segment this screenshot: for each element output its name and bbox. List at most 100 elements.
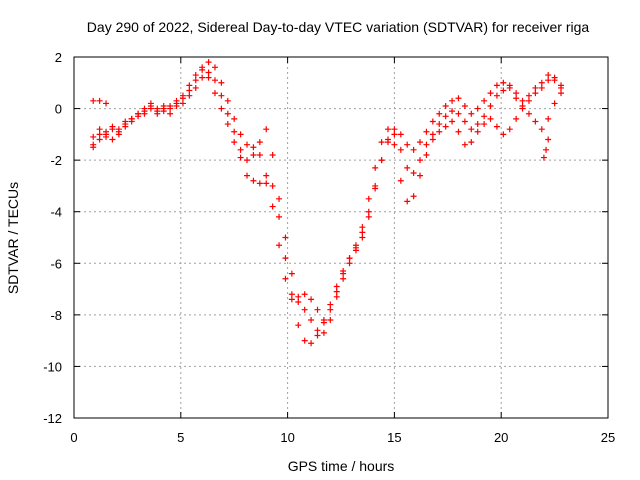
data-point [543, 146, 550, 153]
data-point [417, 172, 424, 179]
data-point [244, 157, 251, 164]
data-point [436, 110, 443, 117]
data-point [525, 97, 532, 104]
data-point [269, 203, 276, 210]
data-points [90, 59, 565, 347]
data-point [429, 131, 436, 138]
data-point [506, 126, 513, 133]
data-point [295, 298, 302, 305]
data-point [513, 115, 520, 122]
data-point [276, 242, 283, 249]
data-point [397, 177, 404, 184]
data-point [237, 154, 244, 161]
data-point [506, 84, 513, 91]
data-point [333, 283, 340, 290]
data-point [256, 139, 263, 146]
y-tick-label: -6 [50, 256, 62, 271]
data-point [410, 193, 417, 200]
data-point [231, 115, 238, 122]
data-point [269, 151, 276, 158]
data-point [340, 275, 347, 282]
data-point [545, 115, 552, 122]
data-point [288, 296, 295, 303]
data-point [96, 136, 103, 143]
data-point [538, 79, 545, 86]
data-point [218, 105, 225, 112]
data-point [288, 270, 295, 277]
data-point [455, 95, 462, 102]
data-point [333, 293, 340, 300]
data-point [346, 255, 353, 262]
data-point [218, 92, 225, 99]
data-point [423, 151, 430, 158]
data-point [224, 97, 231, 104]
data-point [461, 141, 468, 148]
data-point [109, 136, 116, 143]
data-point [455, 110, 462, 117]
data-point [192, 84, 199, 91]
data-point [442, 123, 449, 130]
data-point [327, 306, 334, 313]
data-point [346, 260, 353, 267]
y-tick-label: -12 [43, 411, 62, 426]
data-point [404, 164, 411, 171]
y-tick-label: 0 [55, 102, 62, 117]
chart-title: Day 290 of 2022, Sidereal Day-to-day VTE… [87, 19, 590, 35]
data-point [263, 180, 270, 187]
data-point [519, 97, 526, 104]
data-point [141, 105, 148, 112]
data-point [391, 141, 398, 148]
data-point [404, 198, 411, 205]
x-tick-label: 5 [177, 430, 184, 445]
data-point [468, 126, 475, 133]
data-point [455, 128, 462, 135]
data-point [147, 100, 154, 107]
gridlines [74, 57, 608, 418]
data-point [263, 126, 270, 133]
data-point [423, 141, 430, 148]
data-point [378, 139, 385, 146]
data-point [442, 113, 449, 120]
data-point [250, 177, 257, 184]
data-point [468, 139, 475, 146]
data-point [192, 77, 199, 84]
data-point [378, 157, 385, 164]
data-point [282, 255, 289, 262]
data-point [423, 128, 430, 135]
data-point [186, 82, 193, 89]
data-point [211, 64, 218, 71]
data-point [205, 74, 212, 81]
data-point [519, 105, 526, 112]
data-point [160, 102, 167, 109]
data-point [192, 72, 199, 79]
data-point [109, 123, 116, 130]
data-point [244, 172, 251, 179]
data-point [449, 118, 456, 125]
data-point [301, 337, 308, 344]
data-point [365, 195, 372, 202]
data-point [122, 118, 129, 125]
data-point [90, 141, 97, 148]
data-point [384, 136, 391, 143]
data-point [538, 126, 545, 133]
data-point [244, 141, 251, 148]
data-point [352, 242, 359, 249]
data-point [545, 136, 552, 143]
data-series [540, 136, 552, 161]
data-point [256, 151, 263, 158]
data-point [122, 123, 129, 130]
data-point [186, 92, 193, 99]
data-point [481, 97, 488, 104]
data-point [141, 110, 148, 117]
data-point [308, 340, 315, 347]
data-point [167, 110, 174, 117]
data-point [199, 64, 206, 71]
x-tick-label: 15 [387, 430, 401, 445]
plot-frame [73, 56, 609, 419]
data-point [551, 100, 558, 107]
data-point [103, 100, 110, 107]
data-point [365, 213, 372, 220]
data-point [493, 92, 500, 99]
data-point [384, 126, 391, 133]
